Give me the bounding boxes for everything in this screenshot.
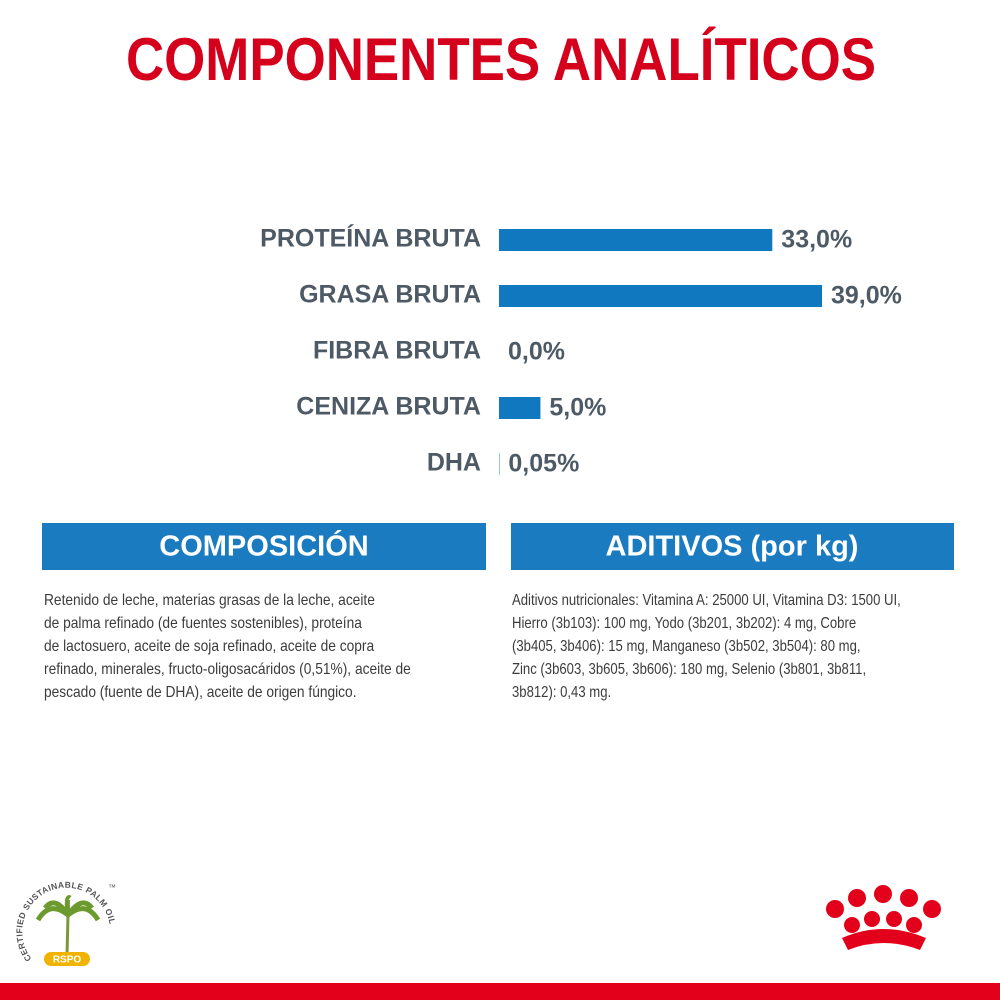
rspo-logo: CERTIFIED SUSTAINABLE PALM OIL ™ RSPO — [14, 880, 117, 966]
bar — [499, 229, 773, 251]
composition-line: Retenido de leche, materias grasas de la… — [44, 591, 375, 609]
additives-line: Aditivos nutricionales: Vitamina A: 2500… — [512, 592, 901, 609]
category-label: PROTEÍNA BRUTA — [260, 224, 481, 253]
additives-title: ADITIVOS (por kg) — [606, 531, 859, 563]
composition-line: de lactosuero, aceite de soja refinado, … — [44, 637, 375, 655]
composition-line: refinado, minerales, fructo-oligosacárid… — [44, 660, 411, 678]
additives-text: Aditivos nutricionales: Vitamina A: 2500… — [512, 592, 901, 701]
trademark: ™ — [108, 883, 116, 892]
additives-line: Hierro (3b103): 100 mg, Yodo (3b201, 3b2… — [512, 615, 856, 632]
composition-line: de palma refinado (de fuentes sostenible… — [44, 614, 363, 632]
value-label: 39,0% — [831, 282, 902, 310]
additives-header — [511, 523, 954, 570]
category-label: FIBRA BRUTA — [313, 337, 481, 365]
additives-line: 3b812): 0,43 mg. — [512, 684, 611, 701]
additives-line: Zinc (3b603, 3b605, 3b606): 180 mg, Sele… — [512, 661, 866, 678]
category-label: DHA — [427, 449, 481, 477]
value-label: 33,0% — [781, 226, 852, 254]
composition-title: COMPOSICIÓN — [159, 529, 368, 563]
composition-header — [42, 523, 486, 570]
bar — [499, 285, 822, 307]
brand-crown — [826, 885, 941, 950]
composition-line: pescado (fuente de DHA), aceite de orige… — [44, 683, 357, 701]
bar — [499, 397, 541, 419]
composition-text: Retenido de leche, materias grasas de la… — [44, 591, 411, 701]
category-label: CENIZA BRUTA — [296, 393, 481, 421]
additives-line: (3b405, 3b406): 15 mg, Manganeso (3b502,… — [512, 638, 861, 655]
value-label: 0,05% — [508, 450, 579, 478]
rspo-badge: RSPO — [53, 955, 82, 966]
category-label: GRASA BRUTA — [299, 281, 481, 309]
title: COMPONENTES ANALÍTICOS — [126, 26, 876, 93]
value-label: 0,0% — [508, 338, 565, 366]
footer-band — [0, 983, 1000, 1000]
value-label: 5,0% — [549, 394, 606, 422]
